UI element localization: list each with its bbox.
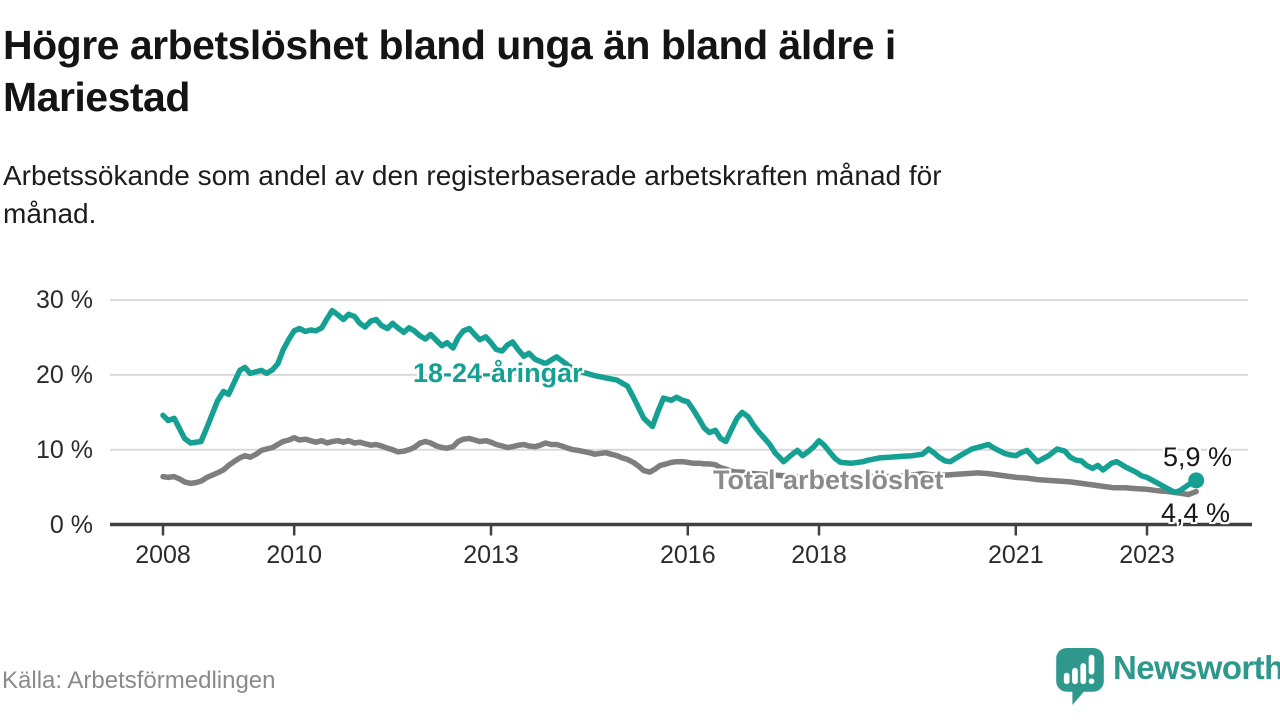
- newsworthy-logo: Newsworthy: [1054, 647, 1280, 706]
- newsworthy-wordmark: Newsworthy: [1113, 649, 1280, 686]
- newsworthy-speech-bubble-bar-chart-icon: [1056, 647, 1104, 706]
- x-tick-label: 2023: [1119, 541, 1175, 569]
- chart-subtitle: Arbetssökande som andel av den registerb…: [3, 160, 942, 230]
- x-tick-label: 2010: [266, 541, 322, 569]
- y-tick-label: 20 %: [36, 360, 93, 389]
- source-attribution: Källa: Arbetsförmedlingen: [2, 667, 276, 694]
- series-line-total: [160, 434, 1199, 498]
- x-tick-label: 2008: [135, 541, 191, 569]
- y-tick-label: 0 %: [49, 510, 93, 539]
- y-tick-label: 10 %: [36, 435, 93, 464]
- x-tick-label: 2018: [791, 541, 847, 569]
- series-label-young: 18-24-åringar: [413, 358, 583, 388]
- x-tick-label: 2016: [659, 541, 716, 569]
- page-title: Högre arbetslöshet bland unga än bland ä…: [3, 22, 896, 120]
- x-tick-label: 2021: [987, 541, 1044, 569]
- series-label-total: Total arbetslöshet: [713, 465, 944, 495]
- series-end-dot: [1188, 472, 1205, 489]
- x-tick-label: 2013: [463, 541, 519, 569]
- end-value-total: 4,4 %: [1161, 498, 1231, 528]
- series-line-young: [160, 307, 1199, 496]
- end-value-young: 5,9 %: [1163, 442, 1233, 472]
- y-tick-label: 30 %: [36, 286, 93, 315]
